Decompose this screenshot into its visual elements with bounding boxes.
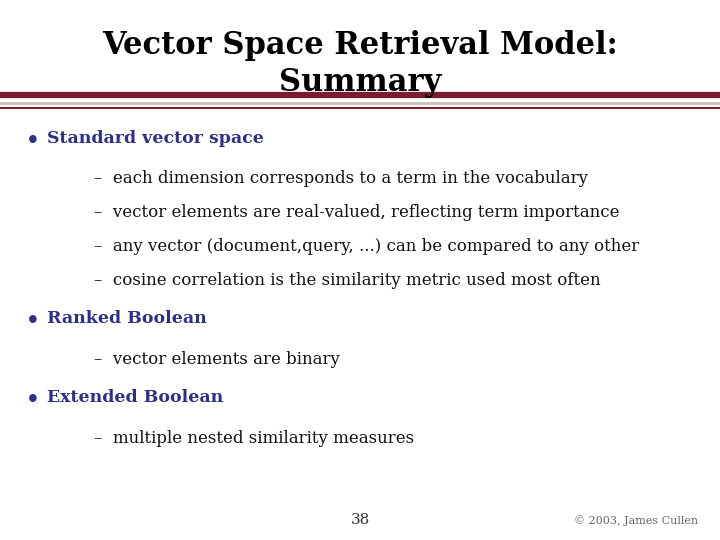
Text: Extended Boolean: Extended Boolean: [47, 389, 223, 406]
Text: Ranked Boolean: Ranked Boolean: [47, 310, 207, 327]
Text: –  any vector (document,query, ...) can be compared to any other: – any vector (document,query, ...) can b…: [94, 238, 639, 255]
Text: •: •: [25, 130, 40, 152]
Text: Standard vector space: Standard vector space: [47, 130, 264, 146]
Text: © 2003, James Cullen: © 2003, James Cullen: [575, 516, 698, 526]
Text: –  multiple nested similarity measures: – multiple nested similarity measures: [94, 430, 414, 447]
Text: –  each dimension corresponds to a term in the vocabulary: – each dimension corresponds to a term i…: [94, 170, 588, 187]
Text: –  vector elements are binary: – vector elements are binary: [94, 351, 339, 368]
Text: Vector Space Retrieval Model:: Vector Space Retrieval Model:: [102, 30, 618, 60]
Text: Summary: Summary: [279, 68, 441, 98]
Text: –  cosine correlation is the similarity metric used most often: – cosine correlation is the similarity m…: [94, 272, 600, 289]
Text: –  vector elements are real-valued, reflecting term importance: – vector elements are real-valued, refle…: [94, 204, 619, 221]
Text: 38: 38: [351, 512, 369, 526]
Text: •: •: [25, 389, 40, 411]
Text: •: •: [25, 310, 40, 333]
